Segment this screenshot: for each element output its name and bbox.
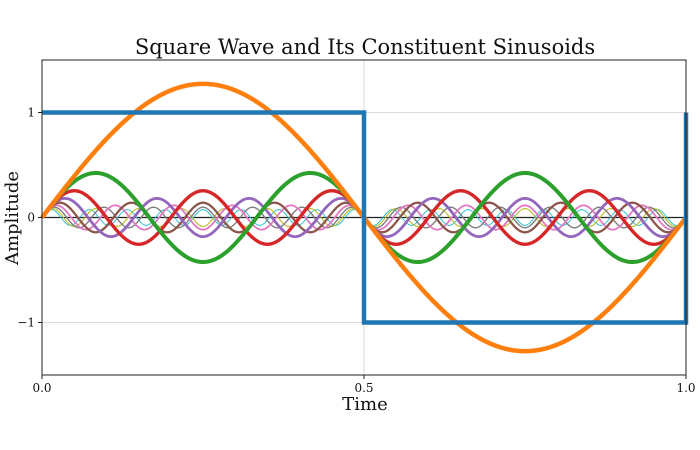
y-tick-label-2: 1 [27, 106, 35, 120]
chart-title: Square Wave and Its Constituent Sinusoid… [135, 35, 595, 59]
ticks: 0.0 0.5 1.0 −1 0 1 [17, 106, 695, 396]
x-axis-label: Time [342, 394, 387, 415]
x-tick-label-0: 0.0 [32, 381, 51, 395]
y-tick-label-0: −1 [17, 316, 35, 330]
x-tick-label-2: 1.0 [676, 381, 695, 395]
y-axis-label: Amplitude [2, 171, 23, 266]
series-layer [40, 81, 689, 354]
y-tick-label-1: 0 [27, 211, 35, 225]
x-tick-label-1: 0.5 [354, 381, 373, 395]
